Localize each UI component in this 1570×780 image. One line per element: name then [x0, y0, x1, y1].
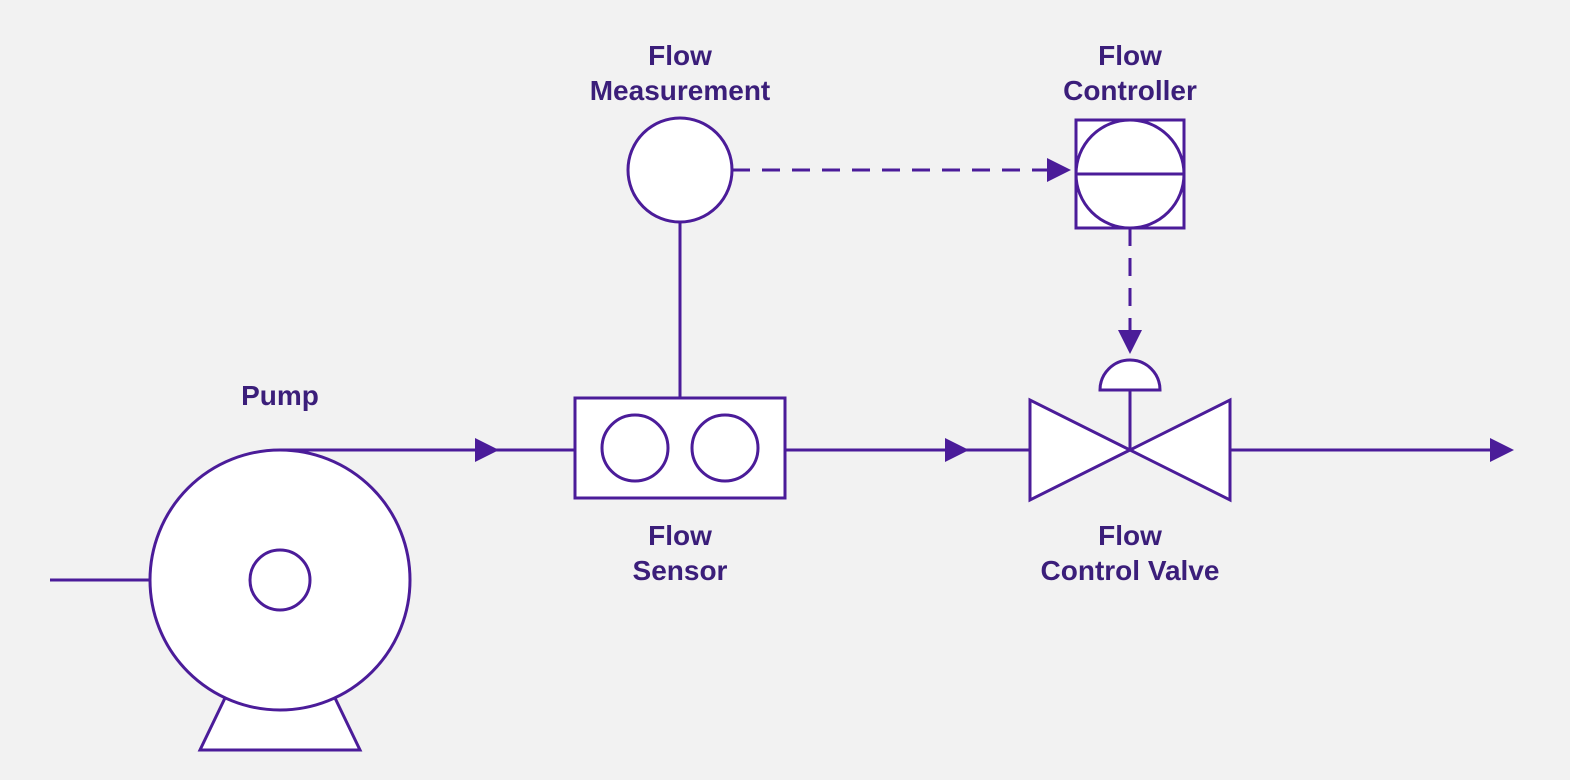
flow-measurement-symbol	[628, 118, 732, 222]
flow-sensor-wheel	[692, 415, 758, 481]
pump-center	[250, 550, 310, 610]
flow-sensor-wheel	[602, 415, 668, 481]
flow-control-diagram: PumpFlowSensorFlowMeasurementFlowControl…	[0, 0, 1570, 780]
pump-label: Pump	[241, 380, 319, 411]
